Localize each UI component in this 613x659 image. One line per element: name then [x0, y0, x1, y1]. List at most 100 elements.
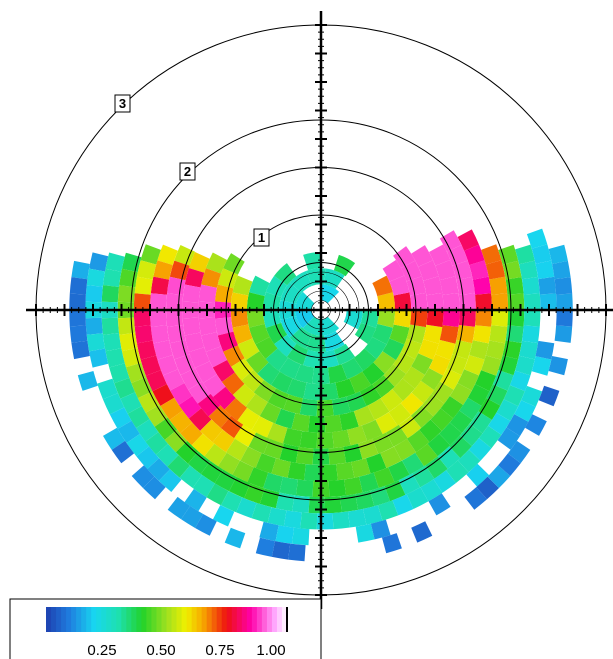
heatmap-cell — [372, 375, 395, 398]
heatmap-cell — [154, 417, 178, 440]
heatmap-cell — [521, 385, 543, 407]
heatmap-cell — [393, 351, 416, 374]
colorbar-cell — [186, 607, 193, 632]
heatmap-cell — [556, 310, 573, 327]
heatmap-cell — [324, 331, 345, 352]
heatmap-cell — [431, 381, 454, 404]
heatmap-cell — [143, 476, 166, 500]
heatmap-cell — [259, 402, 282, 424]
heatmap-cell — [492, 370, 514, 391]
heatmap-cell — [398, 415, 422, 439]
heatmap-cell — [321, 349, 339, 368]
heatmap-cell — [475, 293, 493, 310]
heatmap-cell — [439, 276, 459, 295]
colorbar-cell — [56, 607, 62, 632]
colorbar-cell — [76, 607, 82, 632]
heatmap-cell — [351, 458, 371, 478]
heatmap-cell — [291, 413, 310, 432]
heatmap-cell — [457, 449, 481, 473]
heatmap-cell — [181, 505, 204, 528]
colorbar-cell — [251, 607, 258, 632]
heatmap-cell — [187, 451, 211, 474]
heatmap-cell — [366, 453, 387, 474]
heatmap-cell — [237, 407, 260, 431]
colorbar-tick-label: 0.75 — [205, 642, 234, 659]
heatmap-cell — [449, 435, 472, 459]
heatmap-cell — [169, 339, 190, 360]
heatmap-cell — [182, 317, 201, 336]
heatmap-cell — [198, 284, 217, 303]
heatmap-cell — [552, 260, 571, 280]
heatmap-cell — [383, 364, 407, 387]
heatmap-cell — [167, 496, 191, 520]
heatmap-cell — [389, 324, 410, 345]
heatmap-cell — [125, 362, 147, 383]
heatmap-cell — [446, 245, 468, 266]
heatmap-cell — [278, 357, 301, 380]
heatmap-cell — [77, 371, 98, 391]
heatmap-cell — [292, 527, 310, 546]
heatmap-cell — [265, 348, 289, 371]
heatmap-cell — [519, 260, 538, 280]
heatmap-cell — [388, 403, 412, 426]
heatmap-cell — [478, 398, 501, 420]
heatmap-cell — [439, 325, 459, 344]
ring-label-1: 1 — [253, 228, 270, 247]
heatmap-cell — [402, 452, 425, 475]
heatmap-cell — [382, 259, 405, 282]
heatmap-cell — [133, 293, 151, 310]
heatmap-cell — [101, 317, 119, 335]
heatmap-cell — [232, 383, 256, 407]
heatmap-cell — [270, 371, 293, 394]
heatmap-cell — [355, 490, 375, 510]
heatmap-cell — [407, 429, 430, 453]
heatmap-cell — [464, 487, 487, 510]
heatmap-cell — [275, 408, 296, 429]
heatmap-cell — [169, 260, 190, 281]
heatmap-cell — [283, 510, 302, 529]
heatmap-cell — [263, 438, 284, 460]
heatmap-cell — [69, 325, 88, 343]
heatmap-cell — [164, 429, 188, 453]
heatmap-cell — [286, 378, 307, 399]
heatmap-cell — [415, 443, 438, 467]
heatmap-cell — [393, 292, 412, 310]
heatmap-cell — [266, 422, 288, 444]
heatmap-cell — [136, 446, 160, 470]
colorbar-gradient — [46, 607, 288, 632]
colorbar-cell — [221, 607, 228, 632]
heatmap-cell — [179, 465, 203, 488]
heatmap-cell — [421, 368, 444, 391]
heatmap-cell — [300, 512, 318, 530]
heatmap-cell — [398, 473, 421, 495]
heatmap-cell — [303, 252, 321, 271]
heatmap-cell — [328, 446, 347, 465]
colorbar-cell — [111, 607, 117, 632]
colorbar-cell — [116, 607, 122, 632]
heatmap-cell — [321, 382, 339, 401]
heatmap-cell — [246, 310, 265, 328]
heatmap-cell — [303, 382, 321, 401]
heatmap-cell — [489, 276, 508, 295]
heatmap-cell — [372, 275, 393, 297]
heatmap-cell — [442, 310, 460, 327]
heatmap-cell — [251, 502, 272, 523]
heatmap-cell — [255, 336, 278, 360]
heatmap-cell — [522, 325, 540, 344]
heatmap-cell — [280, 282, 302, 304]
heatmap-cell — [212, 360, 235, 382]
heatmap-cell — [274, 263, 297, 286]
heatmap-cell — [316, 513, 334, 530]
heatmap-cell — [328, 479, 347, 497]
colorbar-cell — [61, 607, 67, 632]
colorbar: 0.25 0.50 0.75 1.00 — [9, 598, 322, 659]
heatmap-cell — [295, 310, 315, 329]
heatmap-cell — [232, 324, 253, 345]
heatmap-cell — [232, 275, 253, 296]
heatmap-cell — [214, 469, 237, 492]
heatmap-cell — [496, 399, 519, 421]
heatmap-cell — [321, 284, 340, 304]
heatmap-cell — [425, 456, 448, 479]
heatmap-cell — [531, 244, 552, 264]
heatmap-cell — [229, 476, 251, 499]
